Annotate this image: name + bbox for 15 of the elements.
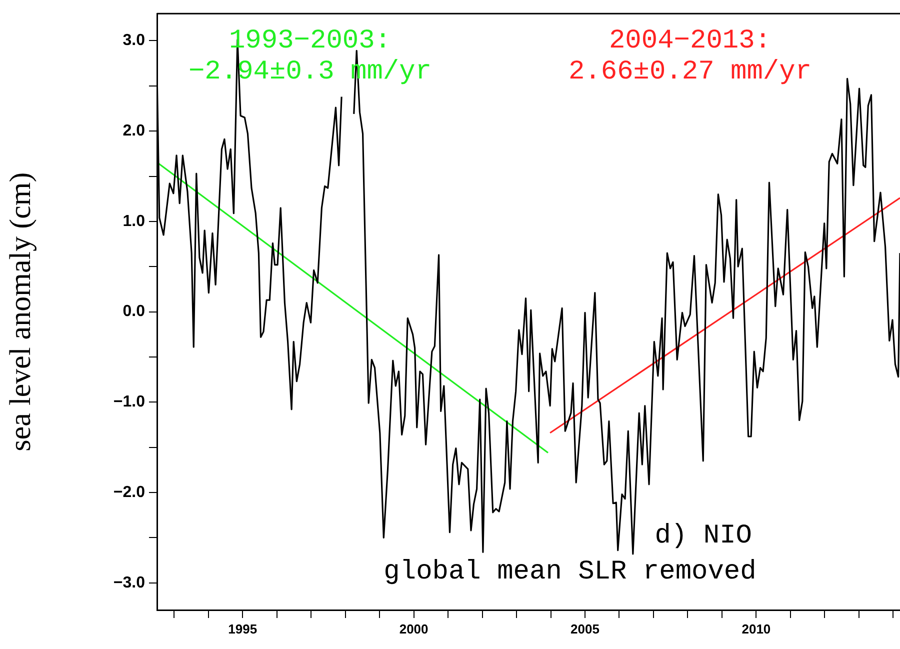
x-tick-label: 2005 xyxy=(570,621,600,636)
y-tick-label: −2.0 xyxy=(113,484,146,501)
x-tick-label: 1995 xyxy=(228,621,258,636)
y-tick-label: 2.0 xyxy=(122,122,146,140)
y-tick-label: 1.0 xyxy=(122,212,146,230)
y-tick-label: −3.0 xyxy=(113,574,146,592)
y-tick-label: −1.0 xyxy=(113,394,146,411)
x-tick-label: 2010 xyxy=(742,621,771,636)
y-tick-label: 3.0 xyxy=(122,32,146,50)
y-axis-title: sea level anomaly (cm) xyxy=(4,172,37,452)
annotation: 2004−2013: 2.66±0.27 mm/yr xyxy=(568,26,812,88)
y-tick-label: 0.0 xyxy=(122,303,146,320)
x-tick-label: 2000 xyxy=(399,621,428,636)
annotation: global mean SLR removed xyxy=(384,558,756,588)
annotation: d) NIO xyxy=(654,522,752,552)
